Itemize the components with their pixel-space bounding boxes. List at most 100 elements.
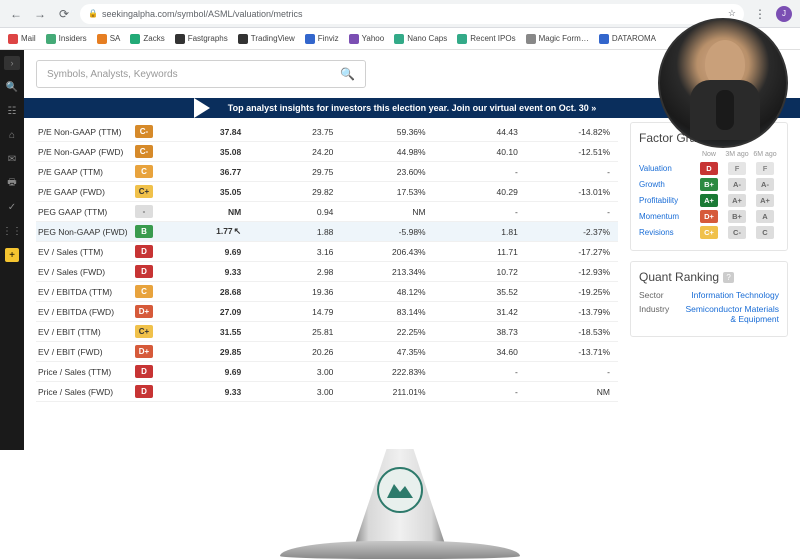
metric-col-5: -12.51% — [526, 147, 618, 157]
metric-row[interactable]: P/E Non-GAAP (TTM) C- 37.84 23.75 59.36%… — [36, 122, 618, 142]
metric-col-2: 20.26 — [249, 347, 341, 357]
metric-col-1: 31.55 — [157, 327, 249, 337]
metric-col-2: 23.75 — [249, 127, 341, 137]
metric-row[interactable]: EV / EBITDA (TTM) C 28.68 19.36 48.12% 3… — [36, 282, 618, 302]
metric-col-4: 35.52 — [434, 287, 526, 297]
metric-col-2: 3.00 — [249, 387, 341, 397]
help-icon[interactable]: ? — [723, 272, 734, 283]
metric-name: EV / EBITDA (FWD) — [36, 307, 131, 317]
metric-col-3: 211.01% — [341, 387, 433, 397]
rail-icon-5[interactable]: 🖶 — [5, 176, 19, 190]
metric-row[interactable]: EV / EBIT (FWD) D+ 29.85 20.26 47.35% 34… — [36, 342, 618, 362]
metric-row[interactable]: EV / Sales (FWD) D 9.33 2.98 213.34% 10.… — [36, 262, 618, 282]
factor-label[interactable]: Valuation — [639, 164, 695, 173]
bookmark-item[interactable]: TradingView — [238, 34, 295, 44]
grade-now: A+ — [700, 194, 718, 207]
metric-col-5: -13.01% — [526, 187, 618, 197]
grade-6m: A — [756, 210, 774, 223]
metric-name: P/E Non-GAAP (TTM) — [36, 127, 131, 137]
grade-badge: C- — [135, 145, 153, 158]
metric-col-5: -14.82% — [526, 127, 618, 137]
metric-row[interactable]: P/E GAAP (TTM) C 36.77 29.75 23.60% - - — [36, 162, 618, 182]
metric-col-1: 9.33 — [157, 387, 249, 397]
back-button[interactable]: ← — [8, 6, 24, 22]
bookmark-item[interactable]: Yahoo — [349, 34, 385, 44]
rail-icon-premium[interactable]: + — [5, 248, 19, 262]
bookmark-label: Mail — [21, 34, 36, 43]
bookmark-item[interactable]: Finviz — [305, 34, 339, 44]
profile-avatar[interactable]: J — [776, 6, 792, 22]
metric-row[interactable]: Price / Sales (FWD) D 9.33 3.00 211.01% … — [36, 382, 618, 402]
factor-grade-row[interactable]: Profitability A+ A+ A+ — [639, 194, 779, 207]
reload-button[interactable]: ⟳ — [56, 6, 72, 22]
metric-row[interactable]: PEG GAAP (TTM) - NM 0.94 NM - - — [36, 202, 618, 222]
rail-icon-7[interactable]: ⋮⋮ — [5, 224, 19, 238]
metric-row[interactable]: P/E Non-GAAP (FWD) C- 35.08 24.20 44.98%… — [36, 142, 618, 162]
metric-row[interactable]: PEG Non-GAAP (FWD) B 1.77↖ 1.88 -5.98% 1… — [36, 222, 618, 242]
metric-row[interactable]: EV / Sales (TTM) D 9.69 3.16 206.43% 11.… — [36, 242, 618, 262]
metric-name: PEG GAAP (TTM) — [36, 207, 131, 217]
metric-col-3: 206.43% — [341, 247, 433, 257]
grade-badge: C — [135, 285, 153, 298]
metric-row[interactable]: EV / EBIT (TTM) C+ 31.55 25.81 22.25% 38… — [36, 322, 618, 342]
bookmark-icon — [130, 34, 140, 44]
bookmark-item[interactable]: Zacks — [130, 34, 164, 44]
forward-button[interactable]: → — [32, 6, 48, 22]
quant-ranking-card: Quant Ranking ? Sector Information Techn… — [630, 261, 788, 337]
metric-name: EV / EBITDA (TTM) — [36, 287, 131, 297]
bookmark-item[interactable]: Recent IPOs — [457, 34, 515, 44]
rail-icon-6[interactable]: ✓ — [5, 200, 19, 214]
grade-badge: - — [135, 205, 153, 218]
grade-now: C+ — [700, 226, 718, 239]
metric-name: EV / Sales (TTM) — [36, 247, 131, 257]
bookmark-label: Finviz — [318, 34, 339, 43]
metric-col-4: 11.71 — [434, 247, 526, 257]
metric-col-5: -12.93% — [526, 267, 618, 277]
metric-row[interactable]: Price / Sales (TTM) D 9.69 3.00 222.83% … — [36, 362, 618, 382]
bookmark-icon — [97, 34, 107, 44]
grade-badge: D — [135, 245, 153, 258]
metric-col-3: -5.98% — [341, 227, 433, 237]
extensions-icon[interactable]: ⋮ — [752, 6, 768, 22]
factor-grade-row[interactable]: Momentum D+ B+ A — [639, 210, 779, 223]
factor-label[interactable]: Growth — [639, 180, 695, 189]
metric-row[interactable]: EV / EBITDA (FWD) D+ 27.09 14.79 83.14% … — [36, 302, 618, 322]
metric-col-1: 35.08 — [157, 147, 249, 157]
metric-col-4: - — [434, 167, 526, 177]
metric-col-3: 47.35% — [341, 347, 433, 357]
bookmark-item[interactable]: SA — [97, 34, 121, 44]
rail-icon-3[interactable]: ⌂ — [5, 128, 19, 142]
industry-link[interactable]: Semiconductor Materials & Equipment — [681, 304, 779, 324]
metric-row[interactable]: P/E GAAP (FWD) C+ 35.05 29.82 17.53% 40.… — [36, 182, 618, 202]
factor-grade-row[interactable]: Revisions C+ C- C — [639, 226, 779, 239]
bookmark-item[interactable]: DATAROMA — [599, 34, 656, 44]
rail-icon-4[interactable]: ✉ — [5, 152, 19, 166]
factor-grade-row[interactable]: Valuation D F F — [639, 162, 779, 175]
bookmark-item[interactable]: Fastgraphs — [175, 34, 228, 44]
metric-col-4: 44.43 — [434, 127, 526, 137]
metric-name: P/E Non-GAAP (FWD) — [36, 147, 131, 157]
sector-link[interactable]: Information Technology — [681, 290, 779, 300]
metric-name: PEG Non-GAAP (FWD) — [36, 227, 131, 237]
bookmark-item[interactable]: Nano Caps — [394, 34, 447, 44]
factor-label[interactable]: Profitability — [639, 196, 695, 205]
rail-icon-2[interactable]: ☷ — [5, 104, 19, 118]
metric-name: P/E GAAP (TTM) — [36, 167, 131, 177]
search-rail-icon[interactable]: 🔍 — [5, 80, 19, 94]
metric-col-3: 59.36% — [341, 127, 433, 137]
bookmark-label: Magic Form… — [539, 34, 589, 43]
bookmark-item[interactable]: Mail — [8, 34, 36, 44]
factor-grade-row[interactable]: Growth B+ A- A- — [639, 178, 779, 191]
factor-label[interactable]: Momentum — [639, 212, 695, 221]
bookmark-item[interactable]: Magic Form… — [526, 34, 589, 44]
bookmark-label: SA — [110, 34, 121, 43]
url-bar[interactable]: 🔒 seekingalpha.com/symbol/ASML/valuation… — [80, 4, 744, 24]
metric-col-3: NM — [341, 207, 433, 217]
search-input[interactable]: Symbols, Analysts, Keywords 🔍 — [36, 60, 366, 88]
metric-col-5: - — [526, 167, 618, 177]
rail-toggle-icon[interactable]: › — [4, 56, 20, 70]
metric-col-1: 9.69 — [157, 367, 249, 377]
metric-name: EV / Sales (FWD) — [36, 267, 131, 277]
factor-label[interactable]: Revisions — [639, 228, 695, 237]
bookmark-item[interactable]: Insiders — [46, 34, 87, 44]
